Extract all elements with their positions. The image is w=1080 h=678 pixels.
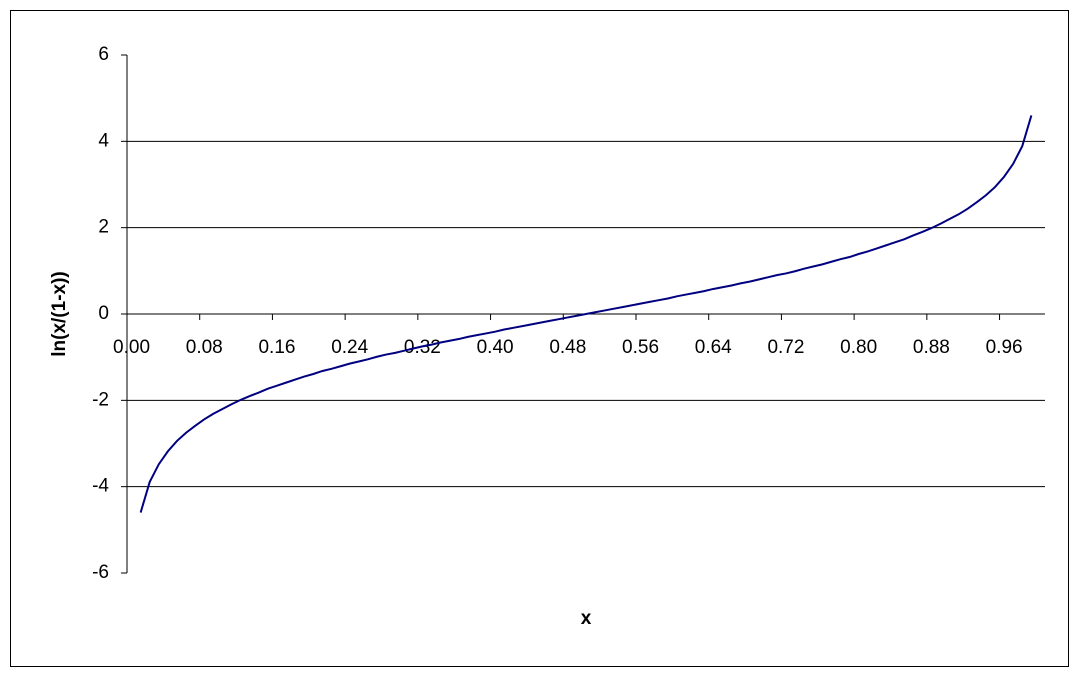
x-tick-label: 0.24 xyxy=(331,337,368,358)
x-tick-label: 0.64 xyxy=(695,337,732,358)
x-tick-label: 0.80 xyxy=(840,337,877,358)
y-tick-label: 0 xyxy=(98,303,109,324)
x-tick-label: 0.72 xyxy=(767,337,804,358)
x-tick-label: 0.40 xyxy=(477,337,514,358)
y-tick-label: -4 xyxy=(92,476,109,497)
x-tick-label: 0.08 xyxy=(186,337,223,358)
y-tick-label: 2 xyxy=(98,217,109,238)
x-tick-label: 0.48 xyxy=(549,337,586,358)
x-tick-label: 0.88 xyxy=(913,337,950,358)
y-tick-label: 4 xyxy=(98,130,109,151)
x-axis-title: x xyxy=(581,608,592,629)
y-tick-label: -6 xyxy=(92,562,109,583)
x-tick-label: 0.32 xyxy=(404,337,441,358)
y-tick-label: -2 xyxy=(92,389,109,410)
chart-frame xyxy=(10,10,1069,667)
data-line xyxy=(139,115,1033,513)
x-tick-label: 0.56 xyxy=(622,337,659,358)
x-tick-label: 0.96 xyxy=(986,337,1023,358)
y-tick-label: 6 xyxy=(98,44,109,65)
y-axis-title: ln(x/(1-x)) xyxy=(49,271,70,357)
x-tick-label: 0.00 xyxy=(113,337,150,358)
x-tick-label: 0.16 xyxy=(258,337,295,358)
